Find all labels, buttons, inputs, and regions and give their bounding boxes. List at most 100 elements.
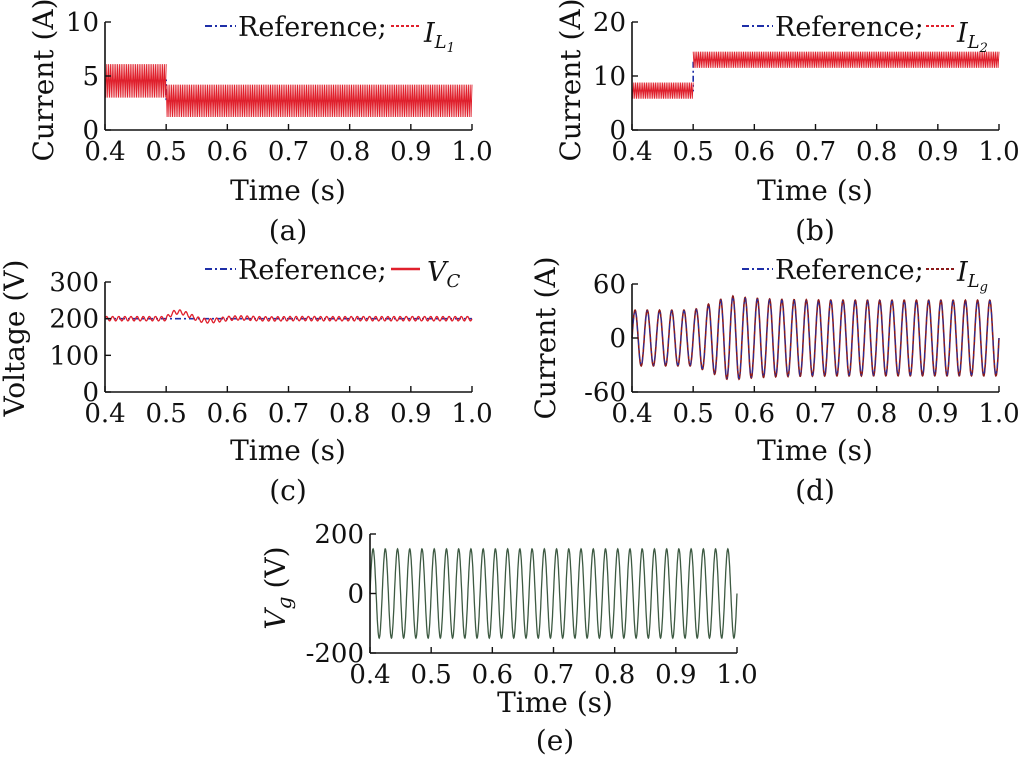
y-tick-label: 0 — [82, 116, 99, 146]
y-tick-label: 0 — [609, 324, 626, 354]
panel-d-x-label: Time (s) — [757, 434, 873, 467]
panel-c-x-label: Time (s) — [230, 434, 346, 467]
x-tick-label: 0.4 — [84, 137, 125, 167]
x-tick-label: 0.9 — [390, 399, 431, 429]
x-tick-label: 0.5 — [672, 137, 713, 167]
panel-a-y-label: Current (A) — [27, 0, 60, 162]
panel-a-ticks: 0.4 0.5 0.6 0.7 0.8 0.9 1.0 0 5 10 — [66, 8, 493, 167]
panel-e-caption: (e) — [536, 724, 574, 757]
panel-b-y-label: Current (A) — [554, 0, 587, 162]
x-tick-label: 0.7 — [268, 137, 309, 167]
panel-d-legend: Reference; ILg — [742, 255, 988, 295]
x-tick-label: 0.8 — [329, 137, 370, 167]
panel-a-legend: Reference; IL1 — [205, 12, 455, 56]
series-V_C — [104, 309, 473, 324]
legend-measured-label: IL1 — [423, 18, 455, 56]
series-Reference — [631, 296, 1000, 379]
x-tick-label: 0.7 — [795, 399, 836, 429]
y-tick-label: 200 — [49, 305, 99, 335]
y-tick-label: 100 — [49, 341, 99, 371]
x-tick-label: 1.0 — [978, 137, 1019, 167]
panel-b-marks — [631, 51, 1000, 99]
x-tick-label: 0.8 — [329, 399, 370, 429]
x-tick-label: 0.4 — [611, 137, 652, 167]
panel-c-ticks: 0.4 0.5 0.6 0.7 0.8 0.9 1.0 0 100 200 300 — [49, 268, 492, 429]
panel-d-ticks: 0.4 0.5 0.6 0.7 0.8 0.9 1.0 -60 0 60 — [584, 270, 1020, 429]
y-tick-label: 20 — [593, 8, 626, 38]
series-V_g — [369, 547, 738, 640]
y-tick-label: 60 — [593, 270, 626, 300]
x-tick-label: 1.0 — [451, 399, 492, 429]
y-tick-label: 0 — [82, 378, 99, 408]
y-tick-label: 0 — [347, 580, 364, 610]
legend-reference-label: Reference; — [238, 12, 387, 43]
panel-a: 0.4 0.5 0.6 0.7 0.8 0.9 1.0 0 5 10 Current (A) Ti… — [27, 0, 493, 247]
x-tick-label: 0.7 — [533, 660, 574, 690]
x-tick-label: 0.5 — [672, 399, 713, 429]
x-tick-label: 1.0 — [716, 660, 757, 690]
legend-measured-label: IL2 — [956, 18, 988, 56]
x-tick-label: 0.6 — [207, 137, 248, 167]
panel-b-ticks: 0.4 0.5 0.6 0.7 0.8 0.9 1.0 0 10 20 — [593, 8, 1020, 167]
x-tick-label: 0.7 — [795, 137, 836, 167]
x-tick-label: 0.5 — [145, 137, 186, 167]
x-tick-label: 0.8 — [856, 137, 897, 167]
x-tick-label: 0.4 — [349, 660, 390, 690]
panel-d-y-label: Current (A) — [529, 256, 562, 419]
panel-e-y-label: Vg(V) — [259, 546, 296, 629]
x-tick-label: 0.4 — [84, 399, 125, 429]
x-tick-label: 0.9 — [655, 660, 696, 690]
panel-c-marks — [104, 309, 473, 324]
panel-c: 0.4 0.5 0.6 0.7 0.8 0.9 1.0 0 100 200 300 Voltage … — [0, 255, 493, 507]
series-I_L1-band — [104, 64, 167, 98]
y-tick-label: 300 — [49, 268, 99, 298]
panel-a-x-label: Time (s) — [230, 174, 346, 207]
panel-b: 0.4 0.5 0.6 0.7 0.8 0.9 1.0 0 10 20 Current (A) T… — [554, 0, 1020, 247]
panel-e-x-label: Time (s) — [497, 686, 613, 719]
series-I_L1-band — [165, 84, 473, 118]
legend-measured-label-ref: Reference; — [775, 255, 924, 286]
x-tick-label: 0.5 — [145, 399, 186, 429]
panel-e: 0.4 0.5 0.6 0.7 0.8 0.9 1.0 -200 0 200 Vg(V) Time… — [259, 520, 758, 757]
x-tick-label: 0.9 — [390, 137, 431, 167]
panel-d-caption: (d) — [795, 474, 835, 507]
x-tick-label: 0.6 — [472, 660, 513, 690]
x-tick-label: 0.6 — [734, 399, 775, 429]
panel-c-legend: Reference; VC — [205, 255, 461, 292]
y-tick-label: 200 — [314, 520, 364, 550]
panel-b-legend: Reference; IL2 — [742, 12, 988, 56]
panel-a-marks — [104, 64, 473, 118]
y-tick-label: -60 — [584, 378, 626, 408]
legend-measured-label: VC — [427, 257, 461, 292]
x-tick-label: 0.5 — [410, 660, 451, 690]
y-tick-label: 10 — [593, 62, 626, 92]
x-tick-label: 0.4 — [611, 399, 652, 429]
x-tick-label: 0.6 — [734, 137, 775, 167]
series-I_L2-band — [692, 51, 1000, 68]
panel-c-caption: (c) — [269, 474, 307, 507]
legend-reference-label: Reference; — [775, 12, 924, 43]
y-tick-label: 5 — [82, 62, 99, 92]
x-tick-label: 0.6 — [207, 399, 248, 429]
legend-reference-label: Reference; — [238, 255, 387, 286]
panel-a-caption: (a) — [269, 214, 308, 247]
panel-e-ticks: 0.4 0.5 0.6 0.7 0.8 0.9 1.0 -200 0 200 — [306, 520, 758, 690]
panel-d-marks — [631, 294, 1000, 381]
y-tick-label: 0 — [609, 116, 626, 146]
x-tick-label: 0.9 — [917, 137, 958, 167]
y-tick-label: 10 — [66, 8, 99, 38]
x-tick-label: 1.0 — [451, 137, 492, 167]
y-tick-label: -200 — [306, 639, 364, 669]
panel-b-caption: (b) — [795, 214, 835, 247]
legend-measured-label: ILg — [956, 257, 988, 295]
x-tick-label: 0.8 — [856, 399, 897, 429]
x-tick-label: 0.8 — [594, 660, 635, 690]
x-tick-label: 1.0 — [978, 399, 1019, 429]
panel-b-x-label: Time (s) — [757, 174, 873, 207]
panel-c-y-label: Voltage (V) — [0, 260, 31, 418]
series-I_L2-band — [631, 82, 694, 99]
x-tick-label: 0.9 — [917, 399, 958, 429]
panel-e-marks — [369, 547, 738, 640]
